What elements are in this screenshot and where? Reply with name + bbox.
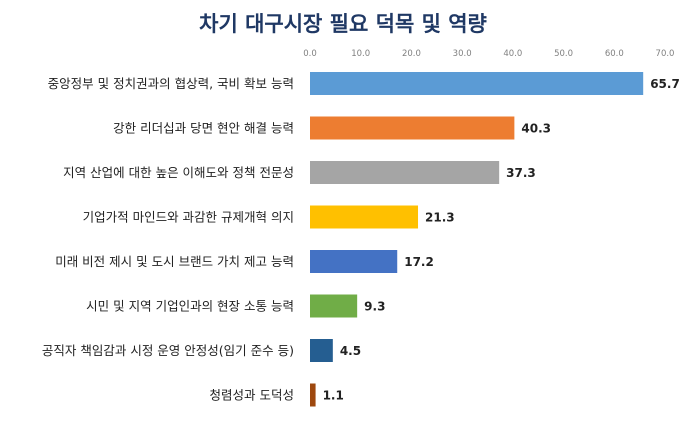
category-label: 기업가적 마인드와 과감한 규제개혁 의지 — [83, 210, 294, 225]
bars-group: 중앙정부 및 정치권과의 협상력, 국비 확보 능력 65.7 강한 리더십과 당면… — [42, 72, 680, 407]
bar — [310, 116, 515, 140]
category-label: 공직자 책임감과 시정 운영 안정성(임기 준수 등) — [42, 343, 294, 358]
category-label: 시민 및 지역 기업인과의 현장 소통 능력 — [86, 299, 294, 314]
x-tick-label: 40.0 — [503, 49, 522, 59]
value-label: 21.3 — [425, 211, 455, 225]
bar — [310, 339, 333, 362]
x-tick-label: 60.0 — [605, 49, 624, 59]
category-label: 청렴성과 도덕성 — [210, 388, 294, 403]
bar — [310, 205, 419, 229]
category-label: 강한 리더십과 당면 현안 해결 능력 — [113, 121, 294, 136]
category-label: 미래 비전 제시 및 도시 브랜드 가치 제고 능력 — [55, 254, 294, 269]
x-axis: 0.0 10.0 20.0 30.0 40.0 50.0 60.0 70.0 — [303, 49, 674, 59]
value-label: 65.7 — [650, 77, 680, 91]
bar — [310, 250, 398, 273]
x-tick-label: 0.0 — [303, 49, 317, 59]
bar — [310, 72, 644, 95]
x-tick-label: 20.0 — [402, 49, 421, 59]
value-label: 37.3 — [506, 166, 536, 180]
value-label: 9.3 — [364, 300, 385, 314]
value-label: 1.1 — [323, 389, 344, 403]
category-label: 중앙정부 및 정치권과의 협상력, 국비 확보 능력 — [48, 76, 294, 91]
x-tick-label: 70.0 — [656, 49, 675, 59]
category-label: 지역 산업에 대한 높은 이해도와 정책 전문성 — [63, 165, 294, 180]
value-label: 4.5 — [340, 344, 361, 358]
x-tick-label: 50.0 — [554, 49, 573, 59]
chart-title: 차기 대구시장 필요 덕목 및 역량 — [199, 12, 487, 36]
bar — [310, 161, 500, 184]
value-label: 17.2 — [404, 255, 434, 269]
bar — [310, 294, 358, 318]
value-label: 40.3 — [521, 122, 551, 136]
x-tick-label: 30.0 — [453, 49, 472, 59]
x-tick-label: 10.0 — [351, 49, 370, 59]
bar — [310, 383, 316, 407]
